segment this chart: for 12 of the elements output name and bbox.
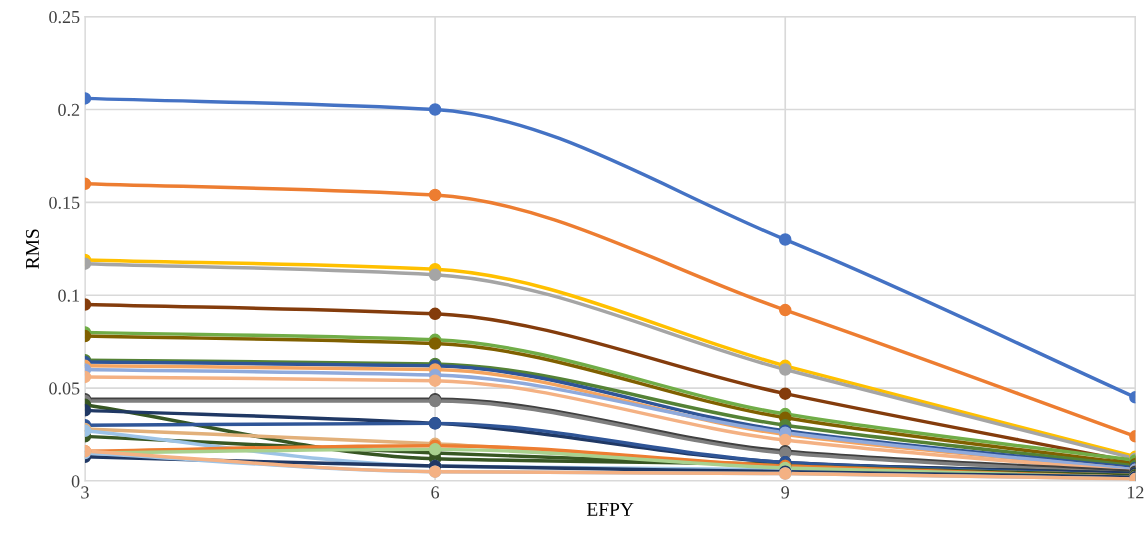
y-tick-label: 0.2 <box>58 103 80 117</box>
x-tick-label: 6 <box>431 486 440 499</box>
y-tick-label: 0 <box>71 475 80 488</box>
y-tick-label: 0.15 <box>49 196 80 209</box>
y-tick-label: 0.1 <box>58 289 80 302</box>
x-axis-title: EFPY <box>586 502 634 516</box>
x-tick-label: 9 <box>781 486 790 499</box>
x-tick-label: 3 <box>81 486 89 499</box>
x-tick-label: 12 <box>1127 486 1144 499</box>
y-tick-label: 0.25 <box>49 10 80 24</box>
y-tick-label: 0.05 <box>49 382 80 395</box>
y-axis-title: RMS <box>25 229 39 269</box>
